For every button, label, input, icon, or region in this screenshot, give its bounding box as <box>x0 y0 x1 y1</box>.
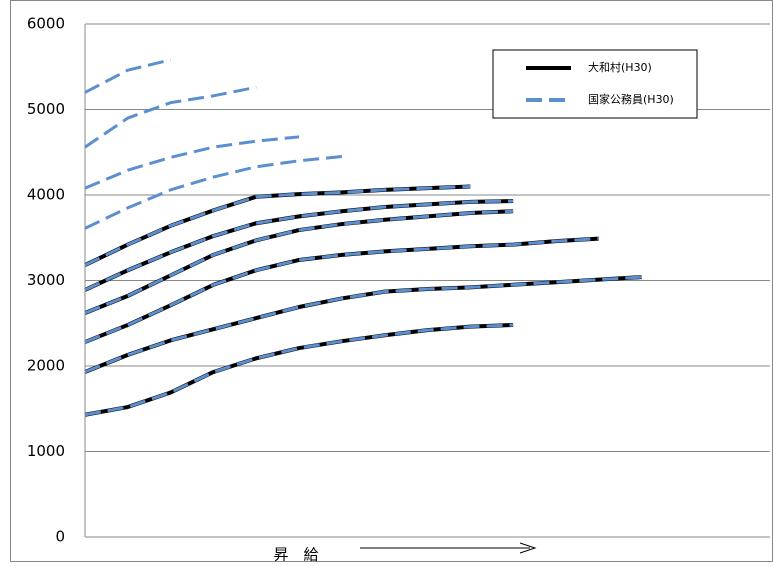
y-tick-label: 2000 <box>27 357 65 375</box>
series-line <box>84 184 471 267</box>
y-tick-label: 1000 <box>27 442 65 460</box>
series-line <box>84 275 642 374</box>
series-line <box>84 209 514 315</box>
series-line <box>84 135 300 190</box>
x-axis-label: 昇 給 <box>273 546 318 563</box>
series-line <box>84 323 514 417</box>
y-tick-label: 6000 <box>27 15 65 33</box>
series-line <box>84 322 514 417</box>
y-tick-label: 3000 <box>27 271 65 289</box>
legend-label: 国家公務員(H30) <box>588 92 674 106</box>
series-line <box>84 184 471 267</box>
series-line <box>84 155 343 230</box>
series-line <box>84 199 514 292</box>
legend-label: 大和村(H30) <box>588 60 652 74</box>
series-line <box>84 58 171 94</box>
y-tick-label: 4000 <box>27 186 65 204</box>
series-line <box>84 85 257 149</box>
y-tick-label: 0 <box>55 528 65 546</box>
legend-box <box>492 49 698 119</box>
y-tick-label: 5000 <box>27 100 65 118</box>
x-arrow-head <box>519 542 537 554</box>
series-line <box>84 237 599 344</box>
series-line <box>84 275 642 374</box>
